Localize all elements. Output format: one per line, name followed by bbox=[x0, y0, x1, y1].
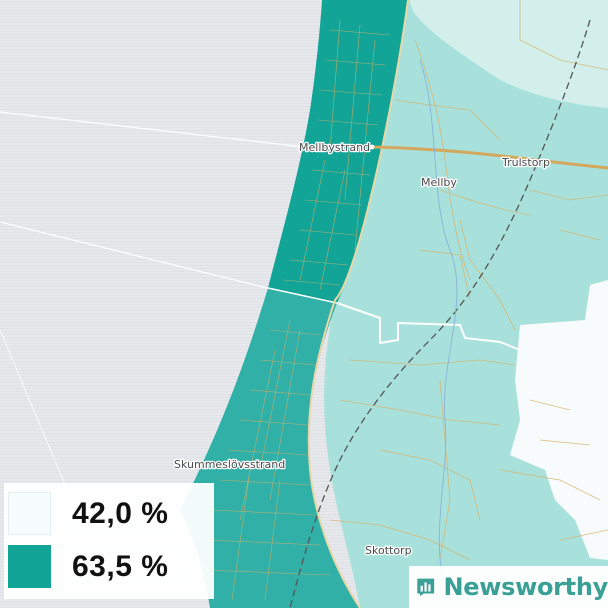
railway bbox=[289, 19, 591, 608]
town-street-grid bbox=[205, 19, 391, 601]
region-north-pale[interactable] bbox=[410, 0, 608, 108]
sea-boundary-line bbox=[0, 221, 276, 291]
place-label-skummeslovsstrand: Skummeslövsstrand bbox=[174, 458, 285, 471]
place-dot bbox=[369, 144, 375, 150]
region-east-white[interactable] bbox=[510, 280, 608, 560]
brand-logo: Newsworthy bbox=[409, 566, 608, 608]
place-label-trulstorp: Trulstorp bbox=[501, 156, 550, 169]
stream bbox=[419, 59, 458, 591]
municipal-boundary bbox=[267, 287, 338, 304]
legend: 42,0 % 63,5 % bbox=[4, 483, 214, 599]
legend-swatch bbox=[8, 492, 51, 535]
bar-chart-speech-bubble-icon bbox=[417, 578, 435, 597]
place-label-mellby: Mellby bbox=[421, 176, 457, 189]
place-label-skottorp: Skottorp bbox=[365, 544, 412, 557]
sea-boundary-line bbox=[0, 111, 331, 151]
region-coast-south[interactable] bbox=[180, 288, 360, 608]
legend-label: 63,5 % bbox=[72, 549, 169, 583]
legend-label: 42,0 % bbox=[72, 496, 169, 530]
main-road bbox=[371, 145, 608, 170]
legend-item: 63,5 % bbox=[8, 545, 168, 588]
brand-name: Newsworthy bbox=[443, 573, 608, 601]
road-network bbox=[329, 0, 608, 561]
coastline bbox=[307, 0, 409, 608]
legend-item: 42,0 % bbox=[8, 492, 168, 535]
legend-swatch bbox=[8, 545, 51, 588]
municipal-boundary bbox=[336, 302, 521, 351]
place-label-mellbystrand: Mellbystrand bbox=[299, 141, 370, 154]
region-coast-north[interactable] bbox=[268, 0, 408, 303]
